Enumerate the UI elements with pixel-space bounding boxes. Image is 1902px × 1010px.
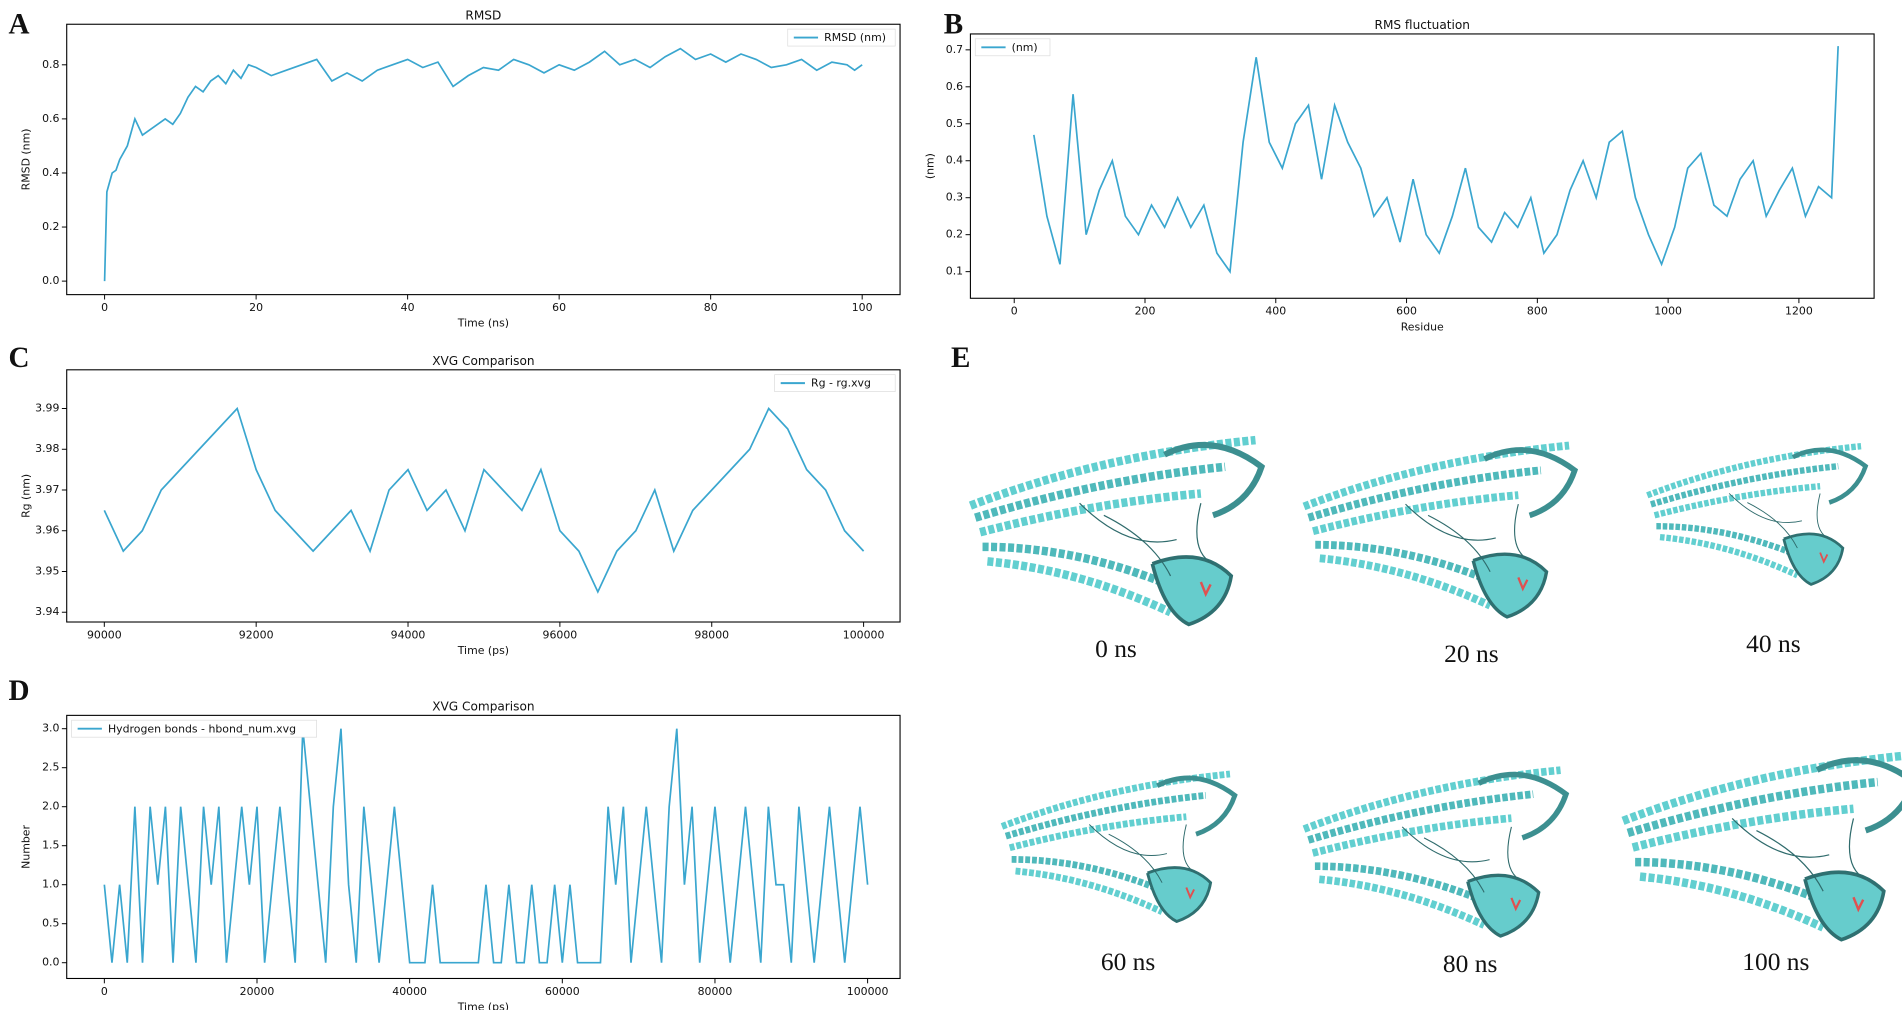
y-tick-label: 0.0 [42, 956, 59, 969]
x-tick-label: 400 [1265, 305, 1286, 318]
x-tick-label: 100000 [847, 985, 889, 998]
y-tick-label: 0.4 [42, 166, 59, 179]
legend-box [774, 374, 896, 392]
data-line [103, 728, 869, 964]
legend-label: Hydrogen bonds - hbond_num.xvg [108, 722, 296, 735]
y-tick-label: 0.2 [42, 220, 59, 233]
data-line [1032, 46, 1839, 274]
panel-letter: C [8, 342, 29, 374]
legend-label: (nm) [1012, 41, 1038, 54]
panel-letter: D [8, 675, 29, 707]
protein-snapshot [1623, 755, 1902, 939]
y-tick-label: 0.2 [946, 228, 963, 241]
x-tick-label: 0 [1011, 305, 1018, 318]
y-axis-label: RMSD (nm) [20, 129, 33, 191]
y-axis-label: Rg (nm) [20, 474, 33, 518]
x-tick-label: 20 [249, 301, 263, 314]
y-tick-label: 0.7 [946, 43, 963, 56]
x-tick-label: 100000 [843, 628, 885, 641]
x-tick-label: 94000 [391, 628, 426, 641]
y-tick-label: 3.98 [35, 442, 59, 455]
x-axis-label: Time (ps) [457, 644, 509, 657]
protein-snapshot [1304, 446, 1575, 617]
y-tick-label: 0.8 [42, 58, 59, 71]
x-tick-label: 0 [101, 985, 108, 998]
y-tick-label: 3.99 [35, 402, 59, 415]
y-axis-label: Number [20, 825, 33, 869]
x-tick-label: 80 [704, 301, 718, 314]
chart-title: XVG Comparison [432, 354, 534, 368]
y-tick-label: 0.0 [42, 274, 59, 287]
y-tick-label: 1.5 [42, 839, 59, 852]
y-tick-label: 1.0 [42, 878, 59, 891]
y-tick-label: 0.4 [946, 154, 963, 167]
x-tick-label: 600 [1396, 305, 1417, 318]
y-tick-label: 3.95 [35, 564, 59, 577]
y-tick-label: 0.5 [42, 917, 59, 930]
x-tick-label: 100 [852, 301, 873, 314]
x-axis-label: Residue [1401, 320, 1444, 333]
legend-box [787, 28, 896, 47]
data-line [103, 406, 865, 594]
y-tick-label: 3.94 [35, 605, 59, 618]
snapshot-label: 100 ns [1742, 947, 1809, 976]
x-tick-label: 40000 [392, 985, 427, 998]
plot-frame [66, 23, 901, 296]
x-tick-label: 60 [552, 301, 566, 314]
chart-title: RMS fluctuation [1375, 18, 1470, 32]
plot-frame [969, 33, 1875, 299]
panel-letter: B [944, 8, 963, 40]
plot-frame [66, 714, 901, 980]
plot-frame [66, 369, 901, 623]
x-tick-label: 1000 [1654, 305, 1682, 318]
x-tick-label: 96000 [543, 628, 578, 641]
protein-snapshot [1304, 770, 1566, 936]
chart-title: XVG Comparison [432, 699, 534, 713]
legend-label: RMSD (nm) [824, 31, 886, 44]
x-tick-label: 60000 [545, 985, 580, 998]
x-tick-label: 92000 [239, 628, 274, 641]
x-tick-label: 20000 [240, 985, 275, 998]
x-tick-label: 200 [1135, 305, 1156, 318]
snapshot-label: 60 ns [1101, 947, 1155, 976]
x-tick-label: 98000 [694, 628, 729, 641]
y-tick-label: 3.0 [42, 722, 59, 735]
panel-letter: E [951, 342, 970, 374]
x-axis-label: Time (ns) [457, 317, 509, 330]
y-axis-label: (nm) [923, 153, 936, 179]
x-axis-label: Time (ps) [457, 1001, 509, 1010]
y-tick-label: 0.3 [946, 191, 963, 204]
chart-title: RMSD [465, 8, 501, 22]
y-tick-label: 2.5 [42, 761, 59, 774]
y-tick-label: 0.5 [946, 117, 963, 130]
snapshot-label: 40 ns [1746, 629, 1800, 658]
snapshot-label: 20 ns [1444, 639, 1498, 668]
y-tick-label: 3.97 [35, 483, 59, 496]
protein-snapshot [1647, 446, 1865, 584]
x-tick-label: 80000 [698, 985, 733, 998]
x-tick-label: 40 [401, 301, 415, 314]
data-line [103, 47, 863, 282]
y-tick-label: 0.1 [946, 265, 963, 278]
snapshot-label: 0 ns [1095, 634, 1137, 663]
y-tick-label: 2.0 [42, 800, 59, 813]
legend-box [71, 719, 317, 738]
panel-letter: A [8, 8, 29, 40]
snapshot-label: 80 ns [1443, 949, 1497, 978]
protein-snapshot [1002, 774, 1235, 921]
x-tick-label: 800 [1527, 305, 1548, 318]
y-tick-label: 3.96 [35, 524, 59, 537]
x-tick-label: 1200 [1785, 305, 1813, 318]
legend-label: Rg - rg.xvg [811, 377, 871, 390]
x-tick-label: 0 [101, 301, 108, 314]
y-tick-label: 0.6 [946, 80, 963, 93]
y-tick-label: 0.6 [42, 112, 59, 125]
x-tick-label: 90000 [87, 628, 122, 641]
protein-snapshot [970, 440, 1261, 624]
legend-box [974, 38, 1051, 57]
